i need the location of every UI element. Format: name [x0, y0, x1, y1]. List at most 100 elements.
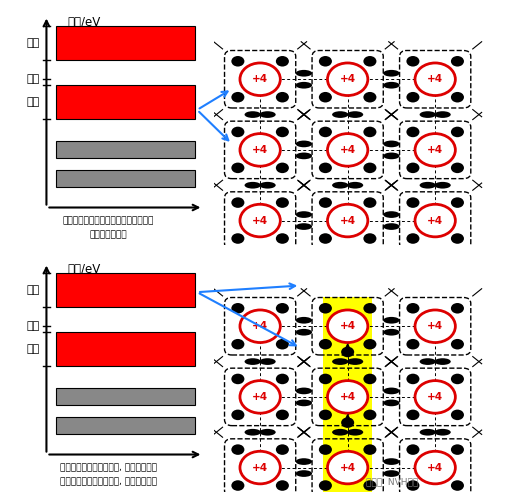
- Circle shape: [415, 381, 455, 413]
- Text: +4: +4: [252, 463, 268, 473]
- Circle shape: [407, 410, 420, 420]
- Ellipse shape: [245, 358, 261, 365]
- Circle shape: [276, 92, 289, 102]
- Text: 公众号  NVH百科: 公众号 NVH百科: [366, 478, 418, 487]
- Circle shape: [451, 127, 464, 137]
- Circle shape: [276, 480, 289, 491]
- Ellipse shape: [383, 329, 399, 336]
- Circle shape: [451, 444, 464, 455]
- Circle shape: [276, 56, 289, 66]
- Circle shape: [319, 56, 332, 66]
- Text: 键内电子获得足够的能量, 变为自由电子: 键内电子获得足够的能量, 变为自由电子: [60, 464, 157, 473]
- Circle shape: [363, 444, 377, 455]
- Text: 禁带: 禁带: [27, 74, 40, 84]
- Ellipse shape: [383, 470, 399, 477]
- Circle shape: [363, 197, 377, 208]
- Circle shape: [231, 410, 245, 420]
- Ellipse shape: [420, 111, 436, 118]
- Ellipse shape: [383, 223, 399, 230]
- Circle shape: [451, 56, 464, 66]
- Circle shape: [240, 204, 280, 237]
- Circle shape: [415, 63, 455, 95]
- Circle shape: [319, 163, 332, 173]
- Ellipse shape: [383, 458, 399, 465]
- Ellipse shape: [332, 182, 348, 189]
- Ellipse shape: [296, 70, 312, 77]
- Circle shape: [231, 92, 245, 102]
- Text: 能量/eV: 能量/eV: [67, 262, 100, 275]
- Circle shape: [328, 451, 368, 484]
- Ellipse shape: [245, 182, 261, 189]
- Text: +4: +4: [252, 145, 268, 155]
- Ellipse shape: [296, 141, 312, 147]
- Circle shape: [328, 134, 368, 166]
- Circle shape: [231, 56, 245, 66]
- Circle shape: [276, 410, 289, 420]
- Circle shape: [276, 233, 289, 244]
- Circle shape: [415, 204, 455, 237]
- Text: 价带: 价带: [27, 97, 40, 107]
- Circle shape: [341, 347, 354, 357]
- Circle shape: [451, 92, 464, 102]
- Ellipse shape: [347, 429, 363, 436]
- Ellipse shape: [383, 70, 399, 77]
- Circle shape: [276, 303, 289, 313]
- Circle shape: [231, 374, 245, 384]
- Circle shape: [363, 127, 377, 137]
- Text: +4: +4: [252, 74, 268, 84]
- Bar: [56, 26, 195, 60]
- Circle shape: [341, 417, 354, 428]
- Circle shape: [240, 134, 280, 166]
- Text: 价带: 价带: [27, 344, 40, 354]
- Ellipse shape: [260, 429, 276, 436]
- Bar: [56, 141, 195, 158]
- Ellipse shape: [420, 429, 436, 436]
- Bar: [56, 332, 195, 366]
- Text: +4: +4: [427, 74, 443, 84]
- Bar: [56, 388, 195, 405]
- Circle shape: [363, 56, 377, 66]
- Ellipse shape: [296, 211, 312, 218]
- Circle shape: [240, 310, 280, 342]
- Text: 键内电子不导电: 键内电子不导电: [90, 230, 127, 239]
- Text: +4: +4: [340, 216, 356, 226]
- Circle shape: [451, 339, 464, 349]
- Ellipse shape: [296, 329, 312, 336]
- Circle shape: [451, 233, 464, 244]
- Text: +4: +4: [340, 321, 356, 331]
- Circle shape: [415, 134, 455, 166]
- Circle shape: [231, 127, 245, 137]
- Ellipse shape: [420, 358, 436, 365]
- Text: 导带: 导带: [27, 285, 40, 295]
- Circle shape: [231, 480, 245, 491]
- Text: +4: +4: [340, 74, 356, 84]
- Text: +4: +4: [252, 321, 268, 331]
- Circle shape: [407, 197, 420, 208]
- Circle shape: [363, 92, 377, 102]
- Text: 能量/eV: 能量/eV: [67, 15, 100, 28]
- Ellipse shape: [296, 388, 312, 394]
- Circle shape: [407, 374, 420, 384]
- Circle shape: [319, 374, 332, 384]
- Circle shape: [276, 163, 289, 173]
- Ellipse shape: [245, 111, 261, 118]
- Bar: [56, 273, 195, 307]
- Bar: [56, 417, 195, 434]
- Circle shape: [451, 303, 464, 313]
- Circle shape: [319, 480, 332, 491]
- Circle shape: [319, 303, 332, 313]
- Circle shape: [240, 451, 280, 484]
- Circle shape: [319, 92, 332, 102]
- Ellipse shape: [383, 141, 399, 147]
- Circle shape: [319, 233, 332, 244]
- Circle shape: [407, 339, 420, 349]
- Ellipse shape: [434, 358, 451, 365]
- Circle shape: [231, 197, 245, 208]
- Circle shape: [407, 233, 420, 244]
- Text: 禁带: 禁带: [27, 321, 40, 331]
- Circle shape: [363, 303, 377, 313]
- Ellipse shape: [260, 358, 276, 365]
- Text: +4: +4: [427, 321, 443, 331]
- Ellipse shape: [260, 182, 276, 189]
- Circle shape: [451, 480, 464, 491]
